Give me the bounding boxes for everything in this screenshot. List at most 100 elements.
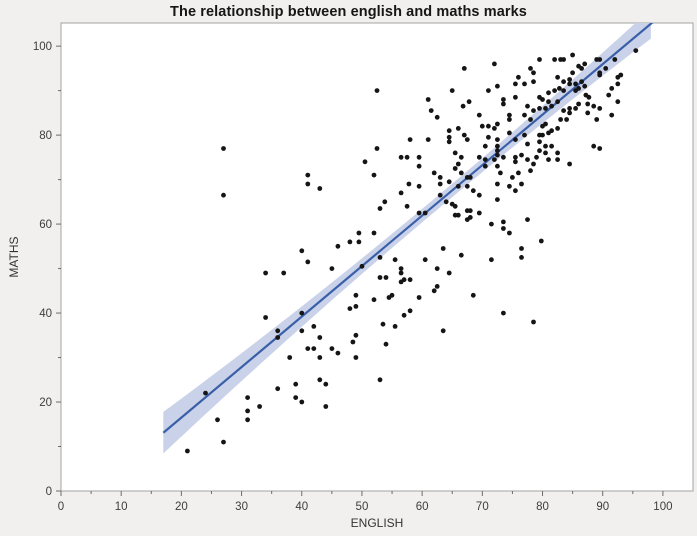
scatter-point	[383, 275, 389, 280]
scatter-point	[401, 312, 407, 318]
scatter-point	[540, 123, 545, 129]
scatter-point	[353, 332, 359, 338]
scatter-point	[467, 208, 473, 214]
scatter-point	[407, 277, 413, 283]
scatter-point	[437, 181, 443, 187]
scatter-point	[537, 57, 542, 62]
scatter-point	[531, 79, 536, 85]
scatter-point	[495, 148, 500, 154]
scatter-point	[428, 108, 434, 113]
scatter-point	[455, 161, 461, 167]
scatter-point	[443, 199, 449, 205]
scatter-point	[522, 112, 527, 118]
scatter-point	[215, 417, 220, 423]
scatter-point	[245, 417, 251, 423]
scatter-point	[416, 295, 422, 300]
scatter-point	[507, 112, 512, 118]
scatter-point	[371, 297, 377, 303]
scatter-point	[482, 143, 488, 149]
y-tick-label: 40	[39, 308, 52, 320]
scatter-point	[543, 143, 548, 149]
scatter-point	[323, 404, 329, 409]
scatter-point	[525, 157, 530, 163]
scatter-point	[543, 150, 548, 156]
scatter-point	[377, 275, 383, 280]
scatter-point	[525, 103, 530, 109]
scatter-point	[431, 170, 437, 176]
scatter-point	[531, 161, 536, 167]
scatter-point	[356, 230, 362, 236]
scatter-point	[582, 61, 588, 67]
scatter-point	[537, 139, 542, 145]
scatter-point	[422, 210, 428, 216]
scatter-point	[434, 114, 440, 120]
scatter-point	[275, 328, 281, 334]
scatter-point	[579, 79, 584, 85]
x-tick-label: 100	[653, 501, 672, 513]
scatter-point	[555, 125, 560, 131]
scatter-point	[612, 57, 618, 62]
scatter-point	[531, 70, 536, 76]
y-axis-label: MATHS	[7, 236, 21, 278]
scatter-point	[446, 179, 452, 185]
scatter-point	[549, 143, 554, 149]
scatter-point	[458, 170, 464, 176]
scatter-point	[416, 163, 422, 169]
scatter-point	[513, 137, 518, 143]
scatter-point	[425, 137, 431, 143]
scatter-point	[495, 197, 500, 203]
scatter-point	[486, 134, 491, 140]
regression-line	[162, 23, 654, 434]
scatter-point	[452, 166, 458, 171]
scatter-point	[437, 175, 443, 180]
scatter-point	[377, 255, 383, 260]
x-tick-label: 50	[356, 501, 369, 513]
scatter-point	[380, 321, 386, 327]
scatter-point	[537, 148, 542, 154]
scatter-point	[557, 86, 562, 91]
scatter-point	[257, 404, 262, 409]
scatter-point	[275, 386, 281, 392]
scatter-point	[470, 188, 476, 194]
scatter-point	[281, 270, 287, 276]
scatter-point	[516, 170, 521, 176]
scatter-point	[398, 154, 404, 160]
x-tick-label: 90	[596, 501, 609, 513]
scatter-point	[492, 61, 497, 67]
scatter-point	[538, 238, 544, 244]
scatter-point	[466, 99, 472, 105]
scatter-point	[374, 88, 380, 93]
scatter-point	[329, 346, 335, 351]
scatter-point	[513, 188, 518, 194]
scatter-point	[359, 263, 365, 269]
scatter-point	[516, 74, 521, 80]
scatter-point	[501, 226, 506, 231]
scatter-point	[353, 304, 359, 309]
scatter-point	[479, 123, 485, 129]
scatter-point	[416, 210, 422, 216]
scatter-point	[501, 219, 506, 225]
scatter-point	[495, 143, 500, 149]
scatter-point	[329, 266, 335, 271]
scatter-point	[615, 81, 621, 87]
scatter-point	[476, 154, 482, 160]
scatter-point	[591, 103, 597, 109]
scatter-point	[546, 99, 551, 105]
scatter-point	[476, 112, 482, 118]
scatter-point	[576, 63, 581, 69]
scatter-point	[501, 101, 506, 107]
scatter-point	[552, 88, 557, 93]
scatter-point	[407, 137, 413, 143]
scatter-point	[398, 279, 404, 285]
scatter-point	[356, 239, 362, 245]
scatter-point	[525, 217, 530, 223]
scatter-point	[531, 108, 536, 113]
x-tick-label: 30	[235, 501, 248, 513]
scatter-point	[513, 159, 518, 165]
scatter-point	[374, 146, 380, 151]
x-tick-label: 60	[416, 501, 429, 513]
scatter-point	[482, 157, 488, 163]
scatter-point	[305, 181, 311, 187]
x-tick-label: 40	[295, 501, 308, 513]
scatter-point	[549, 103, 554, 109]
